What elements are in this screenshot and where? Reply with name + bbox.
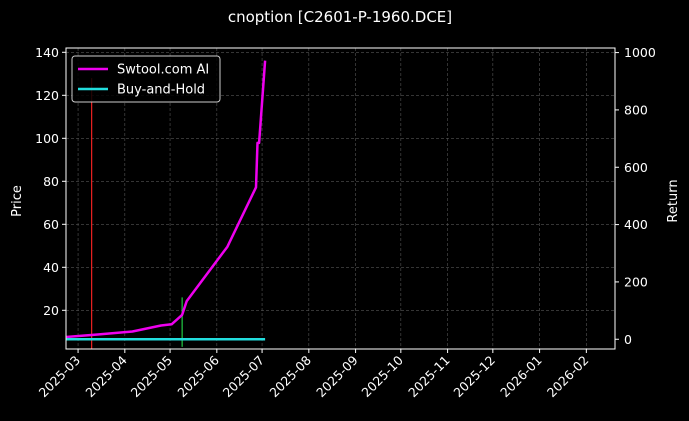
y-right-tick-label-2: 400 [624,217,648,232]
plot-frame [65,47,616,350]
legend: Swtool.com AI Buy-and-Hold [71,55,221,103]
y-left-tick-label-2: 60 [43,217,59,232]
y-right-tick-label-4: 800 [624,102,648,117]
y-right-tick-label-5: 1000 [624,45,656,60]
chart-title: cnoption [C2601-P-1960.DCE] [228,8,452,26]
y-left-tick-label-3: 80 [43,174,59,189]
y-left-tick-label-4: 100 [35,131,59,146]
legend-label-swtool: Swtool.com AI [117,63,209,78]
series [65,60,267,341]
y-left-tick-label-6: 140 [35,45,59,60]
y-right-axis-label: Return [666,179,681,222]
y-right-tick-label-0: 0 [624,332,632,347]
y-left-tick-label-0: 20 [43,303,59,318]
y-right-tick-label-3: 600 [624,160,648,175]
y-left-tick-label-5: 120 [35,88,59,103]
series-line-0 [65,60,267,339]
y-left-axis-label: Price [10,185,25,217]
y-left-tick-label-1: 40 [43,260,59,275]
y-right-tick-label-1: 200 [624,274,648,289]
legend-box [71,55,221,103]
legend-label-buy-and-hold: Buy-and-Hold [117,83,205,98]
